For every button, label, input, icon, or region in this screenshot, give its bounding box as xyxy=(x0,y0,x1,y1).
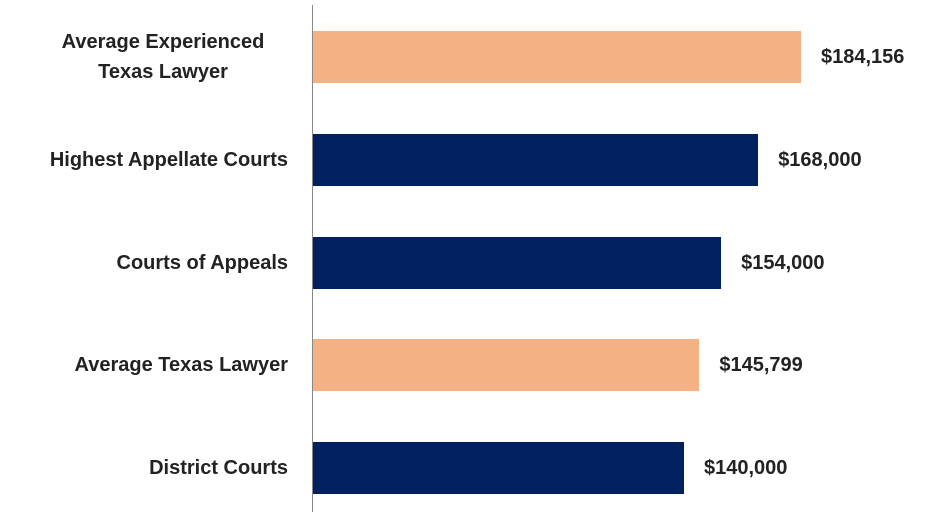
category-text: Average Texas Lawyer xyxy=(74,354,288,377)
category-text: Highest Appellate Courts xyxy=(49,148,288,171)
category-text: District Courts xyxy=(149,457,288,479)
category-label: Courts of Appeals xyxy=(0,223,289,303)
category-label: Highest Appellate Courts xyxy=(0,120,288,200)
value-label: $154,000 xyxy=(741,251,825,274)
category-label: Average Experienced Texas Lawyer xyxy=(0,17,288,97)
bar xyxy=(313,442,684,494)
value-label: $140,000 xyxy=(703,457,788,479)
value-label: $184,156 xyxy=(821,46,905,68)
axis-line xyxy=(312,5,313,512)
category-label: District Courts xyxy=(0,428,288,508)
value-label: $168,000 xyxy=(778,148,862,171)
bar xyxy=(313,236,722,289)
bar xyxy=(313,339,700,392)
category-label: Average Texas Lawyer xyxy=(0,325,288,405)
bar xyxy=(313,133,759,186)
category-text: Courts of Appeals xyxy=(116,251,289,274)
value-label: $145,799 xyxy=(719,354,803,377)
category-text: Average Experienced Texas Lawyer xyxy=(61,31,265,83)
bar xyxy=(313,31,801,83)
